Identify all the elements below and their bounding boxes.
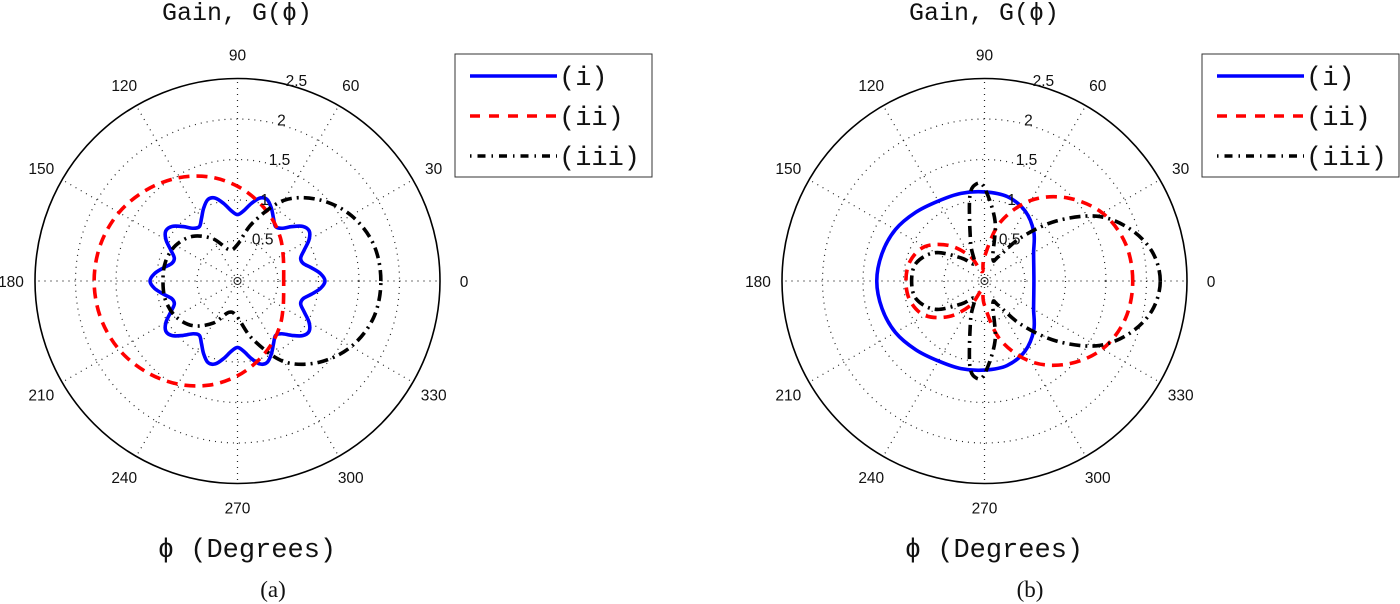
legend-label: (i) bbox=[559, 64, 608, 94]
series-dashed-line bbox=[904, 194, 1135, 368]
legend: (i) (ii) (iii) bbox=[454, 53, 653, 178]
angle-tick-label: 60 bbox=[342, 78, 360, 95]
grid-ring bbox=[862, 158, 1107, 404]
grid-spoke bbox=[984, 179, 1161, 282]
outer-ring bbox=[34, 77, 441, 485]
angle-tick-label: 330 bbox=[1168, 387, 1194, 404]
chart-title: Gain, G(ϕ) bbox=[162, 0, 312, 28]
grid-ring bbox=[155, 199, 320, 363]
polar-grid bbox=[781, 77, 1188, 485]
angle-tick-label: 270 bbox=[225, 501, 251, 518]
grid-spoke bbox=[882, 280, 986, 457]
angle-tick-label: 60 bbox=[1089, 78, 1107, 95]
angle-tick-label: 330 bbox=[421, 387, 447, 404]
r-tick-label: 1.5 bbox=[1016, 152, 1038, 169]
grid-ring bbox=[902, 199, 1067, 363]
angle-tick-label: 0 bbox=[460, 274, 469, 291]
grid-spoke bbox=[983, 280, 1087, 457]
legend-label: (ii) bbox=[559, 104, 624, 134]
tick-labels: 0.5 1 1.5 2 2.5 0 30 60 90 120 150 180 210 240 270 300 3… bbox=[0, 48, 469, 518]
grid-spoke bbox=[882, 105, 986, 282]
r-tick-label: 1.5 bbox=[269, 152, 291, 169]
angle-tick-label: 90 bbox=[229, 48, 247, 65]
panel-caption: (b) bbox=[1017, 577, 1044, 602]
angle-tick-label: 120 bbox=[858, 78, 884, 95]
legend-label: (iii) bbox=[559, 144, 640, 174]
legend-label: (iii) bbox=[1306, 144, 1387, 174]
origin-marker bbox=[233, 277, 242, 285]
r-tick-label: 2.5 bbox=[1033, 73, 1055, 90]
panel-caption: (a) bbox=[260, 577, 286, 602]
angle-tick-label: 240 bbox=[111, 470, 137, 487]
angle-tick-label: 30 bbox=[425, 161, 443, 178]
grid-spoke bbox=[61, 280, 238, 383]
grid-spoke bbox=[61, 179, 238, 282]
r-tick-label: 0.5 bbox=[252, 231, 274, 248]
x-axis-label: ϕ (Degrees) bbox=[905, 536, 1083, 566]
angle-tick-label: 150 bbox=[28, 161, 54, 178]
grid-spoke bbox=[983, 105, 1087, 282]
polar-chart-a: Gain, G(ϕ) 0.5 1 1.5 2 2.5 0 30 60 90 120 150 180 21… bbox=[0, 0, 653, 602]
grid-spoke bbox=[984, 280, 1161, 383]
angle-tick-label: 210 bbox=[775, 387, 801, 404]
series-solid-line bbox=[874, 189, 1037, 373]
grid-spoke bbox=[135, 280, 239, 457]
grid-ring bbox=[943, 239, 1026, 323]
series-dashdot-line bbox=[909, 181, 1163, 381]
grid-spoke bbox=[237, 179, 414, 282]
x-axis-label: ϕ (Degrees) bbox=[158, 536, 336, 566]
legend: (i) (ii) (iii) bbox=[1201, 53, 1400, 178]
grid-spoke bbox=[808, 179, 985, 282]
r-tick-label: 2 bbox=[277, 113, 286, 130]
legend-label: (i) bbox=[1306, 64, 1355, 94]
grid-spoke bbox=[237, 280, 414, 383]
r-tick-label: 0.5 bbox=[999, 231, 1021, 248]
angle-tick-label: 210 bbox=[28, 387, 54, 404]
grid-ring bbox=[115, 158, 360, 404]
r-tick-label: 1 bbox=[260, 192, 269, 209]
angle-tick-label: 30 bbox=[1172, 161, 1190, 178]
angle-tick-label: 120 bbox=[111, 78, 137, 95]
polar-chart-b: Gain, G(ϕ) 0.5 1 1.5 2 2.5 0 30 60 90 120 150 180 21… bbox=[745, 0, 1400, 602]
data-series bbox=[92, 174, 383, 388]
angle-tick-label: 300 bbox=[1085, 470, 1111, 487]
angle-tick-label: 180 bbox=[0, 274, 24, 291]
data-series bbox=[874, 181, 1163, 381]
grid-spoke bbox=[135, 105, 239, 282]
angle-tick-label: 150 bbox=[775, 161, 801, 178]
origin-marker bbox=[980, 277, 989, 285]
series-dashdot-line bbox=[161, 195, 383, 367]
angle-tick-label: 90 bbox=[976, 48, 994, 65]
r-tick-label: 2.5 bbox=[286, 73, 308, 90]
chart-title: Gain, G(ϕ) bbox=[909, 0, 1059, 28]
legend-label: (ii) bbox=[1306, 104, 1371, 134]
angle-tick-label: 240 bbox=[858, 470, 884, 487]
grid-spoke bbox=[808, 280, 985, 383]
grid-spoke bbox=[236, 280, 340, 457]
r-tick-label: 1 bbox=[1007, 192, 1016, 209]
angle-tick-label: 0 bbox=[1207, 274, 1216, 291]
grid-ring bbox=[196, 239, 279, 323]
tick-labels: 0.5 1 1.5 2 2.5 0 30 60 90 120 150 180 210 240 270 300 3… bbox=[745, 48, 1216, 518]
angle-tick-label: 180 bbox=[745, 274, 771, 291]
series-dashed-line bbox=[92, 174, 286, 388]
angle-tick-label: 300 bbox=[338, 470, 364, 487]
outer-ring bbox=[781, 77, 1188, 485]
polar-grid bbox=[34, 77, 441, 485]
grid-spoke bbox=[236, 105, 340, 282]
angle-tick-label: 270 bbox=[972, 501, 998, 518]
r-tick-label: 2 bbox=[1024, 113, 1033, 130]
